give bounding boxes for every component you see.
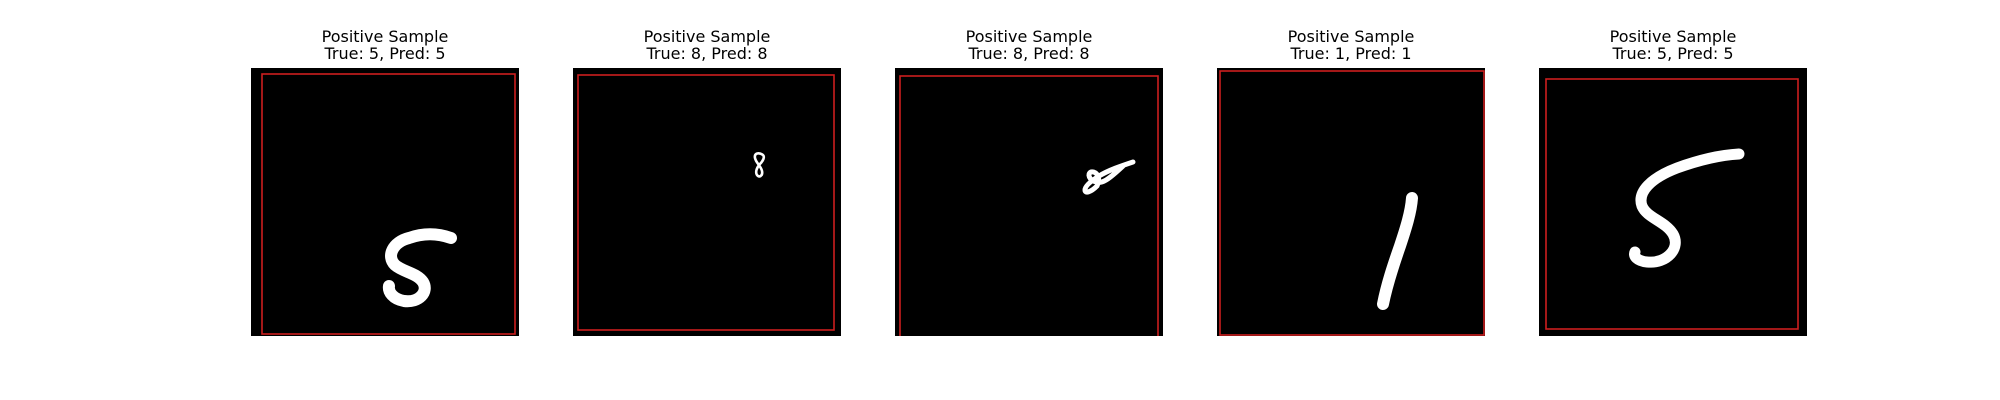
- digit-image: [1539, 68, 1807, 336]
- bounding-box: [1545, 78, 1799, 330]
- sample-panel-2: Positive Sample True: 8, Pred: 8: [573, 0, 841, 400]
- panel-title: Positive Sample True: 8, Pred: 8: [855, 28, 1203, 62]
- digit-stroke: [1629, 148, 1745, 268]
- panel-title: Positive Sample True: 5, Pred: 5: [211, 28, 559, 62]
- digit-image: [573, 68, 841, 336]
- digit-image: [251, 68, 519, 336]
- panel-heading: Positive Sample: [321, 27, 449, 46]
- digit-stroke: [1377, 192, 1418, 310]
- sample-panel-5: Positive Sample True: 5, Pred: 5: [1539, 0, 1807, 400]
- digit-stroke: [1082, 159, 1136, 195]
- sample-panel-4: Positive Sample True: 1, Pred: 1: [1217, 0, 1485, 400]
- bounding-box: [899, 75, 1159, 336]
- panel-heading: Positive Sample: [965, 27, 1093, 46]
- panel-heading: Positive Sample: [1609, 27, 1737, 46]
- sample-panel-3: Positive Sample True: 8, Pred: 8: [895, 0, 1163, 400]
- panel-labels: True: 5, Pred: 5: [1612, 44, 1734, 63]
- panel-labels: True: 5, Pred: 5: [324, 44, 446, 63]
- digit-stroke: [382, 228, 457, 308]
- panel-title: Positive Sample True: 1, Pred: 1: [1177, 28, 1525, 62]
- panel-labels: True: 8, Pred: 8: [646, 44, 768, 63]
- panel-labels: True: 1, Pred: 1: [1290, 44, 1412, 63]
- panel-labels: True: 8, Pred: 8: [968, 44, 1090, 63]
- panel-title: Positive Sample True: 5, Pred: 5: [1499, 28, 1847, 62]
- panel-heading: Positive Sample: [643, 27, 771, 46]
- panel-heading: Positive Sample: [1287, 27, 1415, 46]
- digit-image: [895, 68, 1163, 336]
- digit-stroke: [753, 152, 766, 178]
- sample-panel-1: Positive Sample True: 5, Pred: 5: [251, 0, 519, 400]
- panel-title: Positive Sample True: 8, Pred: 8: [533, 28, 881, 62]
- bounding-box: [261, 73, 516, 335]
- bounding-box: [577, 74, 835, 331]
- bounding-box: [1219, 70, 1485, 336]
- digit-image: [1217, 68, 1485, 336]
